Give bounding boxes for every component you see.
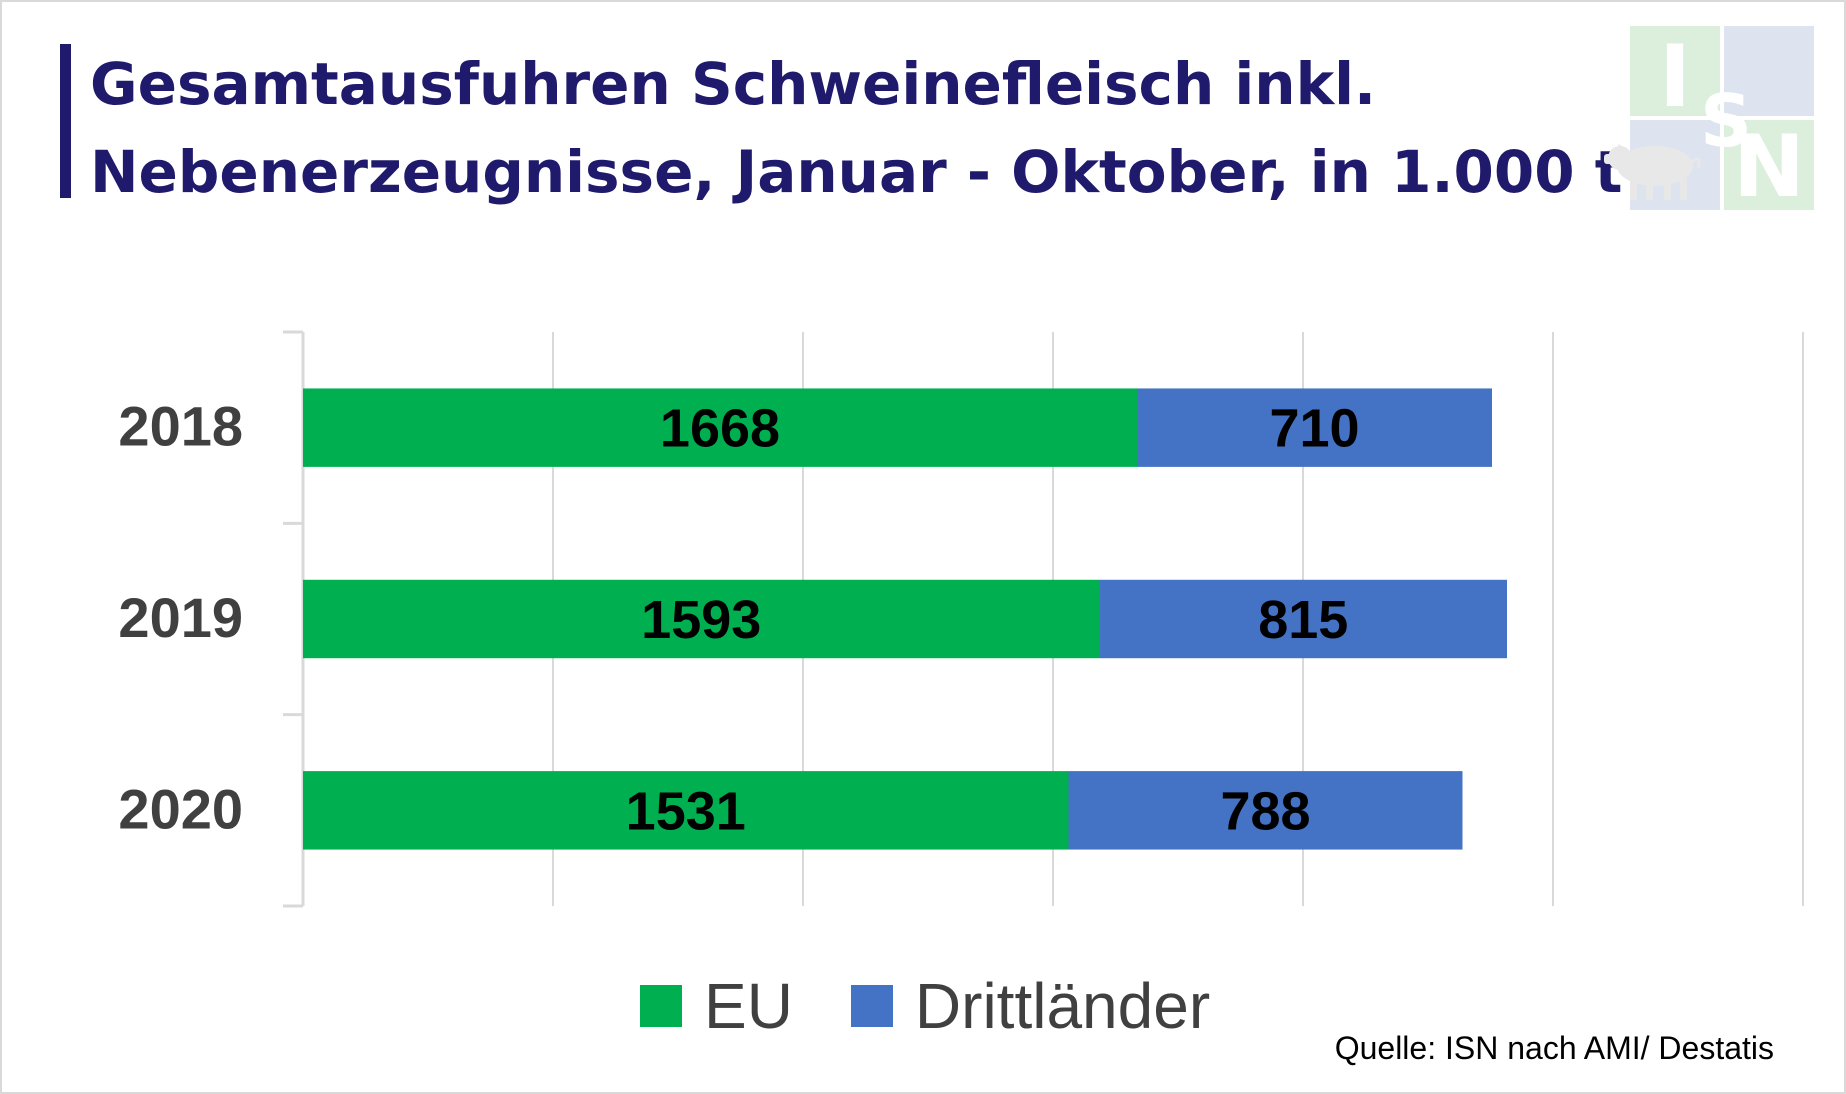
isn-logo: I S N bbox=[1604, 26, 1814, 210]
category-label-2019: 2019 bbox=[118, 586, 243, 649]
chart-title-line-1: Gesamtausfuhren Schweinefleisch inkl. bbox=[90, 50, 1377, 118]
source-note: Quelle: ISN nach AMI/ Destatis bbox=[1334, 1030, 1774, 1066]
data-label-2020-series-1: 788 bbox=[1220, 781, 1310, 841]
legend-swatch-drittlaender bbox=[850, 985, 893, 1027]
logo-letter-n: N bbox=[1733, 117, 1805, 210]
bar-2019-series-0 bbox=[303, 579, 1100, 659]
logo-letter-s: S bbox=[1700, 79, 1752, 163]
chart-title-line-2: Nebenerzeugnisse, Januar - Oktober, in 1… bbox=[90, 138, 1623, 206]
bars bbox=[303, 388, 1507, 850]
data-label-2018-series-0: 1668 bbox=[660, 399, 780, 459]
bar-2018-series-1 bbox=[1137, 388, 1492, 467]
title-accent-bar bbox=[60, 44, 71, 198]
legend-item-eu: EU bbox=[640, 969, 793, 1043]
data-label-2018-series-1: 710 bbox=[1269, 399, 1359, 459]
bar-2019-series-1 bbox=[1099, 579, 1507, 659]
logo-letter-i: I bbox=[1659, 27, 1691, 127]
category-label-2018: 2018 bbox=[118, 395, 243, 458]
legend-item-drittlaender: Drittländer bbox=[850, 969, 1211, 1043]
chart-title: Gesamtausfuhren Schweinefleisch inkl. Ne… bbox=[90, 40, 1623, 216]
data-label-2019-series-0: 1593 bbox=[641, 590, 761, 650]
legend-label-eu: EU bbox=[704, 970, 793, 1042]
bar-2020-series-0 bbox=[303, 771, 1069, 850]
bar-2020-series-1 bbox=[1068, 771, 1463, 850]
pig-icon bbox=[1604, 144, 1701, 200]
legend: EU Drittländer bbox=[640, 968, 1268, 1044]
data-label-2020-series-0: 1531 bbox=[626, 781, 746, 841]
bar-2018-series-0 bbox=[303, 388, 1137, 467]
legend-swatch-eu bbox=[640, 985, 682, 1027]
data-label-2019-series-1: 815 bbox=[1258, 590, 1348, 650]
labels: 2018 1668 710 2019 1593 815 2020 1531 788 bbox=[118, 395, 1359, 842]
legend-label-drittlaender: Drittländer bbox=[914, 970, 1211, 1042]
category-label-2020: 2020 bbox=[118, 777, 243, 840]
category-axis bbox=[283, 330, 305, 908]
